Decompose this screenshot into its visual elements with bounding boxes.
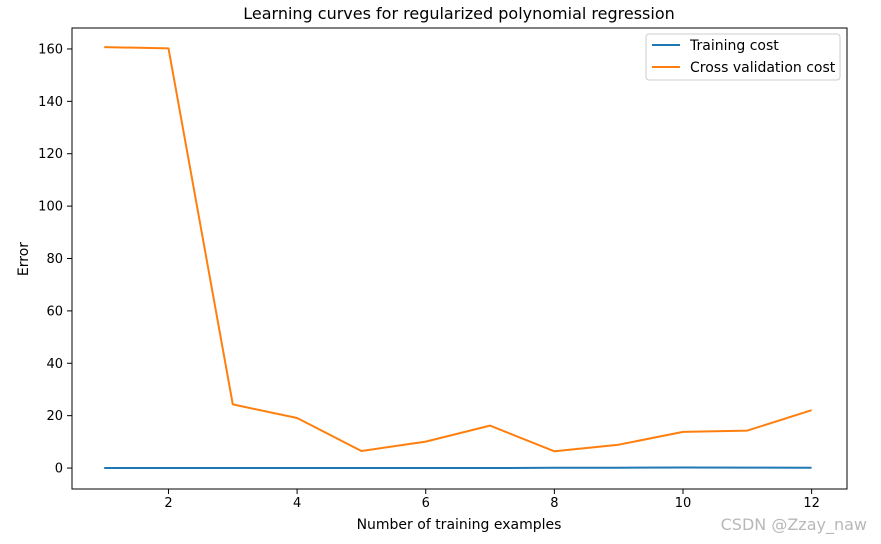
x-tick-label: 12 bbox=[803, 496, 820, 511]
legend: Training cost Cross validation cost bbox=[645, 33, 841, 81]
series-layer bbox=[104, 46, 812, 469]
plot-area-frame bbox=[71, 27, 848, 490]
legend-label-training-cost: Training cost bbox=[689, 38, 779, 54]
series-line-cross-validation-cost bbox=[104, 46, 812, 453]
y-tick-label: 0 bbox=[55, 462, 63, 477]
y-tick-label: 160 bbox=[38, 42, 63, 57]
y-tick-label: 40 bbox=[46, 357, 63, 372]
y-tick-label: 60 bbox=[46, 304, 63, 319]
x-axis-ticks: 2 4 6 8 10 12 bbox=[164, 489, 820, 511]
x-axis-label: Number of training examples bbox=[357, 517, 562, 533]
y-tick-label: 20 bbox=[46, 409, 63, 424]
y-tick-label: 80 bbox=[46, 252, 63, 267]
watermark: CSDN @Zzay_naw bbox=[720, 515, 867, 534]
x-tick-label: 8 bbox=[550, 496, 558, 511]
y-tick-label: 100 bbox=[38, 200, 63, 215]
x-tick-label: 4 bbox=[293, 496, 301, 511]
x-tick-label: 6 bbox=[422, 496, 430, 511]
legend-box bbox=[645, 33, 841, 81]
chart-title: Learning curves for regularized polynomi… bbox=[243, 4, 675, 23]
y-tick-label: 140 bbox=[38, 95, 63, 110]
y-tick-label: 120 bbox=[38, 147, 63, 162]
y-axis-ticks: 0 20 40 60 80 100 120 140 160 bbox=[38, 42, 72, 477]
x-tick-label: 10 bbox=[675, 496, 692, 511]
y-axis-label: Error bbox=[16, 242, 32, 276]
legend-label-cross-validation-cost: Cross validation cost bbox=[690, 60, 836, 76]
x-tick-label: 2 bbox=[164, 496, 172, 511]
series-line-training-cost bbox=[104, 466, 812, 469]
